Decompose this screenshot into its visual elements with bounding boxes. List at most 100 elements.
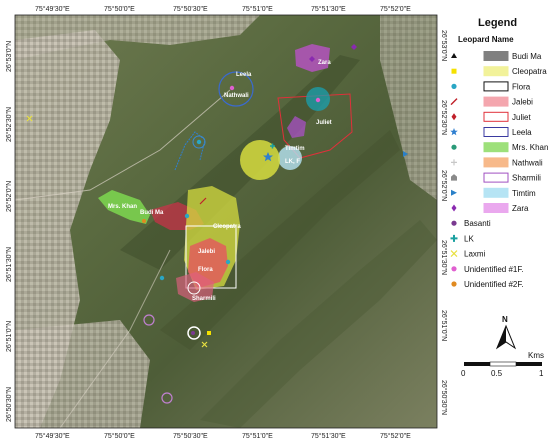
legend-row: Flora <box>451 81 531 92</box>
territory-sharmili <box>176 272 214 302</box>
marker-flora-1 <box>184 213 190 219</box>
label-juliet: Juliet <box>316 120 332 126</box>
legend-swatch <box>483 51 509 61</box>
label-leela: Leela <box>236 72 252 78</box>
marker-flora-2 <box>159 275 165 281</box>
marker-unidentified-2 <box>142 219 146 223</box>
scale-label-1: 1 <box>539 369 544 378</box>
legend-row: Zara <box>451 203 529 213</box>
coord-right-label: 26°53'0"N <box>440 30 448 61</box>
legend-label: Leela <box>512 128 532 137</box>
legend-marker-icon <box>451 281 457 287</box>
legend-marker-icon <box>451 144 457 150</box>
legend-row: Unidentified #2F. <box>451 280 524 289</box>
legend-row: Sharmili <box>451 172 541 183</box>
legend-swatch <box>483 66 509 77</box>
legend-marker-icon <box>451 266 457 272</box>
legend-label: Budi Ma <box>512 52 542 61</box>
label-nathwali: Nathwali <box>224 93 249 99</box>
legend-label: Zara <box>512 204 529 213</box>
legend-rows: Budi Ma Cleopatra Flora Jalebi Juliet Leela Mr… <box>450 51 548 289</box>
legend-row: Unidentified #1F. <box>451 265 524 274</box>
label-cleopatra: Cleopatra <box>213 224 241 230</box>
coord-bottom-label: 75°51'0"E <box>242 432 273 440</box>
scale-label-0: 0 <box>461 369 466 378</box>
legend-label: Nathwali <box>512 158 543 167</box>
marker-timtim <box>403 151 408 157</box>
marker-laxmi-2 <box>26 115 33 122</box>
coord-left-label: 26°52'30"N <box>5 107 13 142</box>
scale-segment-2 <box>489 361 517 367</box>
coord-top-label: 75°49'30"E <box>35 5 70 13</box>
coord-left-label: 26°52'0"N <box>5 181 13 212</box>
legend-marker-icon <box>451 68 457 74</box>
legend-label: Timtim <box>512 189 536 198</box>
marker-jalebi <box>199 197 207 205</box>
legend-label: Jalebi <box>512 98 533 107</box>
legend-marker-icon <box>451 204 457 212</box>
coord-right-label: 26°52'0"N <box>440 170 448 201</box>
territory-timtim <box>278 146 302 170</box>
coord-left-label: 26°53'0"N <box>5 41 13 72</box>
legend-row: Mrs. Khan <box>451 142 548 153</box>
legend-marker-icon <box>451 174 457 181</box>
territory-flora <box>185 225 237 289</box>
label-timtim: Timtim <box>285 146 305 152</box>
territory-mrs-khan <box>98 190 150 224</box>
coord-right-label: 26°50'30"N <box>440 380 448 415</box>
legend-label: Laxmi <box>464 250 486 259</box>
coord-bottom-label: 75°51'30"E <box>311 432 346 440</box>
legend-marker-icon <box>451 189 457 196</box>
legend-row: Juliet <box>451 111 531 122</box>
legend-row: Cleopatra <box>451 66 547 77</box>
legend-row: Leela <box>450 127 532 137</box>
marker-basanti <box>191 331 195 335</box>
label-budi-ma: Budi Ma <box>140 210 164 216</box>
legend-row: Basanti <box>451 219 491 228</box>
marker-flora-4 <box>196 139 202 145</box>
coord-left-label: 26°50'30"N <box>5 387 13 422</box>
marker-leela-star <box>263 152 273 162</box>
coord-left-label: 26°51'0"N <box>5 321 13 352</box>
legend-title: Legend <box>478 17 517 29</box>
marker-flora-3 <box>225 259 231 265</box>
scale-label-05: 0.5 <box>491 369 503 378</box>
legend-swatch <box>483 142 509 153</box>
marker-cleopatra <box>207 331 211 335</box>
scale-segment-3 <box>516 362 542 366</box>
territory-ring-1 <box>143 314 155 326</box>
legend-marker-icon <box>451 113 457 121</box>
scale-unit: Kms <box>528 351 544 360</box>
legend-row: Jalebi <box>450 96 533 107</box>
coord-top-label: 75°52'0"E <box>380 5 411 13</box>
legend-swatch <box>483 203 509 213</box>
coord-top-label: 75°50'0"E <box>104 5 135 13</box>
territory-leela <box>218 71 254 107</box>
marker-zara <box>309 56 315 62</box>
legend-label: Basanti <box>464 219 491 228</box>
legend-label: LK <box>464 234 474 243</box>
scale-segment-1 <box>464 362 490 366</box>
legend-subtitle: Leopard Name <box>458 35 514 44</box>
marker-laxmi <box>201 341 208 348</box>
scale-bar: Kms 0 0.5 1 <box>461 351 544 378</box>
coord-right-label: 26°51'0"N <box>440 310 448 341</box>
legend-row: Laxmi <box>450 250 486 259</box>
north-arrow: N <box>495 315 517 350</box>
satellite-basemap <box>15 15 437 428</box>
coord-right-label: 26°51'30"N <box>440 240 448 275</box>
legend-row: Nathwali <box>451 157 543 168</box>
territory-ring-2 <box>187 326 201 340</box>
label-jalebi: Jalebi <box>198 249 215 255</box>
legend-label: Sharmili <box>512 174 541 183</box>
legend-marker-icon <box>450 128 458 136</box>
legend-row: Budi Ma <box>451 51 542 61</box>
legend-marker-icon <box>451 83 457 89</box>
marker-juliet <box>315 97 321 103</box>
marker-zara-2 <box>351 44 357 50</box>
coord-bottom: 75°49'30"E 75°50'0"E 75°50'30"E 75°51'0"… <box>35 432 411 440</box>
legend-marker-icon <box>451 53 457 58</box>
territory-ring-4 <box>192 135 206 149</box>
coord-bottom-label: 75°52'0"E <box>380 432 411 440</box>
legend-swatch <box>483 111 509 122</box>
